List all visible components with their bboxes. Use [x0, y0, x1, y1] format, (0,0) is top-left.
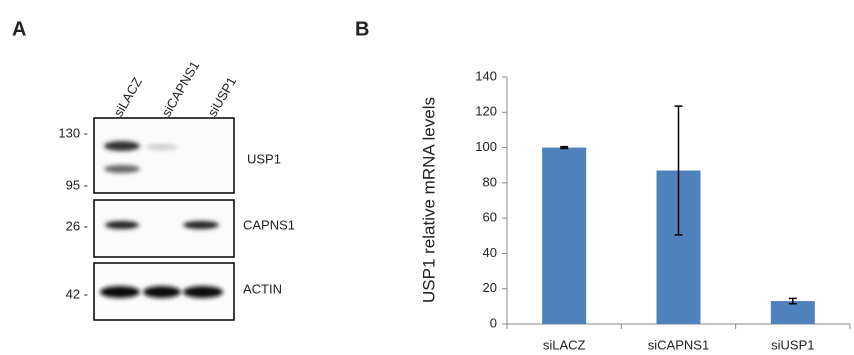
blot-label: CAPNS1: [243, 217, 295, 232]
lane-label: siLACZ: [111, 75, 145, 119]
band: [100, 286, 140, 298]
bar: [771, 301, 815, 324]
blot-label: USP1: [247, 151, 281, 166]
x-tick-label: siLACZ: [543, 337, 586, 352]
x-tick-label: siCAPNS1: [648, 337, 709, 352]
x-tick-label: siUSP1: [771, 337, 814, 352]
page: A B siLACZ siCAPNS1 siUSP1 130 - 95 - 26…: [0, 0, 854, 355]
y-axis-label: USP1 relative mRNA levels: [419, 97, 438, 303]
blot-frame: [94, 118, 234, 193]
band: [143, 286, 181, 298]
band: [105, 221, 139, 229]
marker-label: 42 -: [66, 286, 88, 301]
y-tick-label: 60: [483, 210, 497, 225]
band: [183, 286, 223, 298]
y-tick-label: 80: [483, 174, 497, 189]
band: [104, 141, 140, 151]
band: [146, 144, 178, 150]
marker-label: 95 -: [66, 177, 88, 192]
y-tick-label: 120: [475, 104, 497, 119]
blot-label: ACTIN: [243, 281, 282, 296]
band: [104, 165, 140, 173]
marker-label: 26 -: [66, 218, 88, 233]
y-tick-label: 100: [475, 139, 497, 154]
marker-label: 130 -: [58, 125, 88, 140]
lane-label: siUSP1: [205, 74, 240, 119]
panel-label: B: [355, 18, 369, 40]
y-tick-label: 140: [475, 68, 497, 83]
band: [183, 221, 219, 229]
lane-label: siCAPNS1: [159, 59, 203, 120]
y-tick-label: 0: [490, 315, 497, 330]
panel-label: A: [12, 18, 26, 40]
bar: [542, 148, 586, 324]
figure: A B siLACZ siCAPNS1 siUSP1 130 - 95 - 26…: [0, 0, 854, 355]
y-tick-label: 40: [483, 245, 497, 260]
y-tick-label: 20: [483, 280, 497, 295]
